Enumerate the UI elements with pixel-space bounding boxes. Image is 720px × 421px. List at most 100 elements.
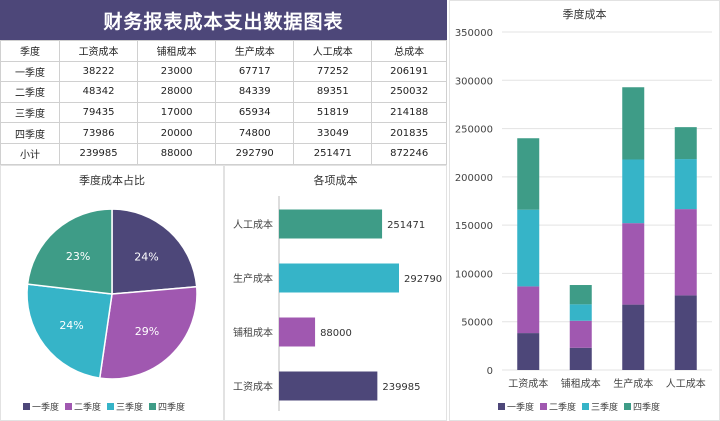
table-cell: 214188 xyxy=(371,101,447,124)
y-tick-label: 350000 xyxy=(455,28,493,39)
table-cell: 77252 xyxy=(293,60,373,83)
pie-chart-panel: 季度成本占比 24% 29% 24% 23% 一季度 二季度 三季度 四季度 xyxy=(0,165,224,421)
hbar-bar xyxy=(279,317,316,347)
table-cell: 20000 xyxy=(137,122,217,144)
hbar-category-label: 工资成本 xyxy=(233,380,273,393)
stacked-bar-segment xyxy=(517,286,540,334)
hbar-data-label: 88000 xyxy=(320,328,352,339)
table-cell: 251471 xyxy=(293,142,373,165)
y-tick-label: 250000 xyxy=(455,125,493,136)
table-cell: 292790 xyxy=(215,142,295,165)
table-cell: 38222 xyxy=(59,60,139,83)
legend-item: 四季度 xyxy=(624,400,660,413)
pie-data-label: 23% xyxy=(66,250,90,263)
table-row: 小计 239985 88000 292790 251471 872246 xyxy=(0,142,447,165)
pie-chart-title: 季度成本占比 xyxy=(79,174,145,187)
legend-label: 二季度 xyxy=(74,403,102,413)
stacked-bar-segment xyxy=(569,347,592,370)
stacked-bar-segment xyxy=(622,304,645,370)
table-cell: 239985 xyxy=(59,142,139,165)
pie-data-label: 24% xyxy=(134,250,158,263)
hbar-data-label: 251471 xyxy=(387,220,425,231)
table-cell: 三季度 xyxy=(0,101,61,124)
cost-table: 季度 工资成本 铺租成本 生产成本 人工成本 总成本 一季度 38222 23000 67717 7… xyxy=(0,40,447,165)
table-cell: 88000 xyxy=(137,142,217,165)
x-tick-label: 工资成本 xyxy=(508,377,548,390)
y-tick-label: 0 xyxy=(487,366,493,377)
table-cell: 二季度 xyxy=(0,81,61,103)
hbar-data-label: 239985 xyxy=(382,382,420,393)
legend-swatch xyxy=(624,403,632,410)
hbar-chart-panel: 各项成本 人工成本 251471 生产成本 292790 铺租成本 88000 工资成本 23… xyxy=(224,165,447,421)
legend-label: 二季度 xyxy=(549,403,577,413)
legend-swatch xyxy=(149,403,157,410)
hbar-data-label: 292790 xyxy=(404,274,442,285)
table-header-cell: 铺租成本 xyxy=(137,40,217,62)
hbar-bar xyxy=(279,371,378,401)
table-row: 三季度 79435 17000 65934 51819 214188 xyxy=(0,101,447,124)
table-cell: 23000 xyxy=(137,60,217,83)
legend-swatch xyxy=(582,403,590,410)
hbar-category-label: 生产成本 xyxy=(233,272,273,285)
page-title: 财务报表成本支出数据图表 xyxy=(0,0,447,40)
legend-item: 二季度 xyxy=(540,400,576,413)
table-row: 一季度 38222 23000 67717 77252 206191 xyxy=(0,60,447,83)
legend-label: 四季度 xyxy=(158,403,186,413)
stacked-bar-segment xyxy=(674,209,697,296)
stacked-bar-segment xyxy=(622,159,645,224)
hbar-chart: 人工成本 251471 生产成本 292790 铺租成本 88000 工资成本 239985 xyxy=(233,196,442,411)
stacked-bar-segment xyxy=(569,285,592,305)
y-tick-label: 300000 xyxy=(455,76,493,87)
stacked-bar-segment xyxy=(674,127,697,160)
pie-data-label: 29% xyxy=(135,325,159,338)
hbar-bar xyxy=(279,209,383,239)
table-cell: 79435 xyxy=(59,101,139,124)
table-cell: 250032 xyxy=(371,81,447,103)
x-tick-label: 铺租成本 xyxy=(561,377,601,390)
stacked-bar-segment xyxy=(622,223,645,305)
pie-slice xyxy=(26,208,113,295)
stacked-bar-segment xyxy=(517,333,540,370)
stacked-bar-segment xyxy=(622,87,645,160)
table-header-cell: 工资成本 xyxy=(59,40,139,62)
legend-label: 一季度 xyxy=(507,403,535,413)
stacked-legend: 一季度 二季度 三季度 四季度 xyxy=(498,400,660,413)
stacked-chart-title: 季度成本 xyxy=(562,8,607,21)
table-cell: 84339 xyxy=(215,81,295,103)
legend-swatch xyxy=(23,403,30,410)
legend-item: 三季度 xyxy=(107,400,143,413)
stacked-bar-segment xyxy=(517,138,540,210)
table-cell: 74800 xyxy=(215,122,295,144)
table-cell: 48342 xyxy=(59,81,139,103)
table-header-cell: 总成本 xyxy=(371,40,447,62)
table-header-row: 季度 工资成本 铺租成本 生产成本 人工成本 总成本 xyxy=(0,40,447,62)
hbar-category-label: 铺租成本 xyxy=(233,326,273,339)
table-cell: 四季度 xyxy=(0,122,61,144)
table-header-cell: 人工成本 xyxy=(293,40,373,62)
legend-item: 四季度 xyxy=(149,400,185,413)
y-tick-label: 50000 xyxy=(461,318,493,329)
legend-label: 三季度 xyxy=(591,403,619,413)
table-cell: 一季度 xyxy=(0,60,61,83)
table-cell: 201835 xyxy=(371,122,447,144)
y-tick-label: 200000 xyxy=(455,173,493,184)
table-cell: 51819 xyxy=(293,101,373,124)
table-header-cell: 季度 xyxy=(0,40,61,62)
legend-label: 四季度 xyxy=(633,403,661,413)
stacked-bar-segment xyxy=(569,320,592,348)
legend-swatch xyxy=(65,403,73,410)
table-cell: 872246 xyxy=(371,142,447,165)
pie-slice xyxy=(98,285,198,380)
pie-slice xyxy=(26,283,113,379)
hbar-category-label: 人工成本 xyxy=(233,218,273,231)
pie-data-label: 24% xyxy=(59,319,83,332)
legend-label: 一季度 xyxy=(32,403,60,413)
stacked-bar-segment xyxy=(674,295,697,370)
table-cell: 小计 xyxy=(0,142,61,165)
legend-item: 一季度 xyxy=(498,400,534,413)
table-cell: 65934 xyxy=(215,101,295,124)
stacked-bar-segment xyxy=(674,159,697,210)
stacked-chart: 0 50000 100000 150000 200000 250000 300000 3500… xyxy=(455,28,712,390)
table-cell: 67717 xyxy=(215,60,295,83)
table-row: 二季度 48342 28000 84339 89351 250032 xyxy=(0,81,447,103)
